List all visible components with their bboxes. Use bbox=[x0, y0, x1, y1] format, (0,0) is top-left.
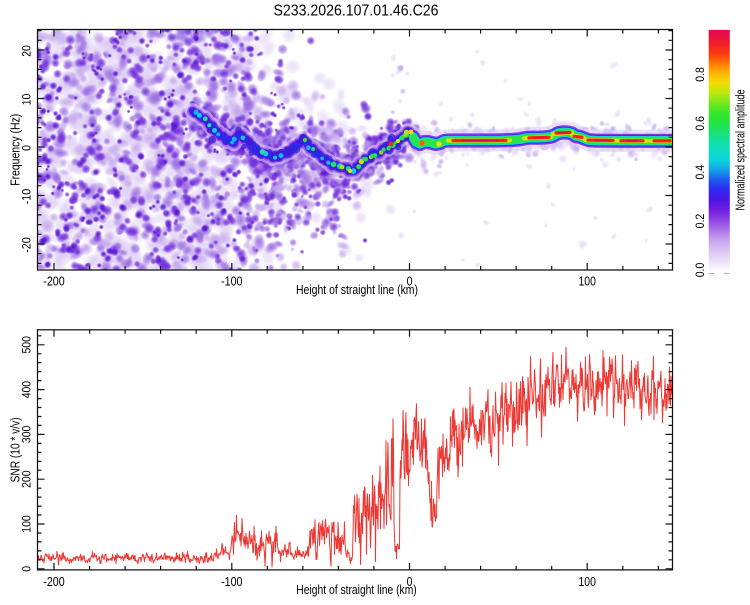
svg-text:0.8: 0.8 bbox=[695, 67, 707, 82]
svg-text:-100: -100 bbox=[221, 275, 242, 289]
svg-text:500: 500 bbox=[19, 336, 33, 354]
svg-text:100: 100 bbox=[579, 275, 596, 289]
svg-text:0.6: 0.6 bbox=[695, 116, 707, 131]
svg-text:200: 200 bbox=[19, 470, 33, 488]
svg-text:100: 100 bbox=[579, 575, 596, 589]
svg-text:10: 10 bbox=[19, 93, 33, 105]
svg-text:-200: -200 bbox=[43, 275, 64, 289]
svg-text:20: 20 bbox=[19, 45, 33, 57]
svg-text:-200: -200 bbox=[43, 575, 64, 589]
svg-text:-100: -100 bbox=[221, 575, 242, 589]
svg-text:0: 0 bbox=[19, 145, 33, 151]
svg-text:Height of straight line (km): Height of straight line (km) bbox=[296, 282, 418, 297]
svg-text:0: 0 bbox=[407, 275, 413, 289]
svg-text:S233.2026.107.01.46.C26: S233.2026.107.01.46.C26 bbox=[274, 2, 439, 19]
svg-text:0.0: 0.0 bbox=[695, 263, 707, 278]
svg-text:Height of straight line (km): Height of straight line (km) bbox=[296, 582, 417, 597]
svg-text:0: 0 bbox=[19, 566, 33, 572]
svg-text:0.4: 0.4 bbox=[695, 164, 707, 179]
svg-text:SNR (10 * v/v): SNR (10 * v/v) bbox=[9, 417, 23, 482]
svg-text:400: 400 bbox=[19, 381, 33, 399]
svg-text:300: 300 bbox=[19, 425, 33, 443]
svg-text:0.2: 0.2 bbox=[695, 214, 707, 229]
svg-text:0: 0 bbox=[407, 575, 413, 589]
svg-text:Frequency (Hz): Frequency (Hz) bbox=[9, 114, 23, 186]
svg-text:-10: -10 bbox=[19, 188, 33, 204]
svg-text:100: 100 bbox=[19, 515, 33, 533]
svg-text:-20: -20 bbox=[19, 237, 33, 253]
svg-text:Normalized spectral amplitude: Normalized spectral amplitude bbox=[733, 90, 748, 211]
